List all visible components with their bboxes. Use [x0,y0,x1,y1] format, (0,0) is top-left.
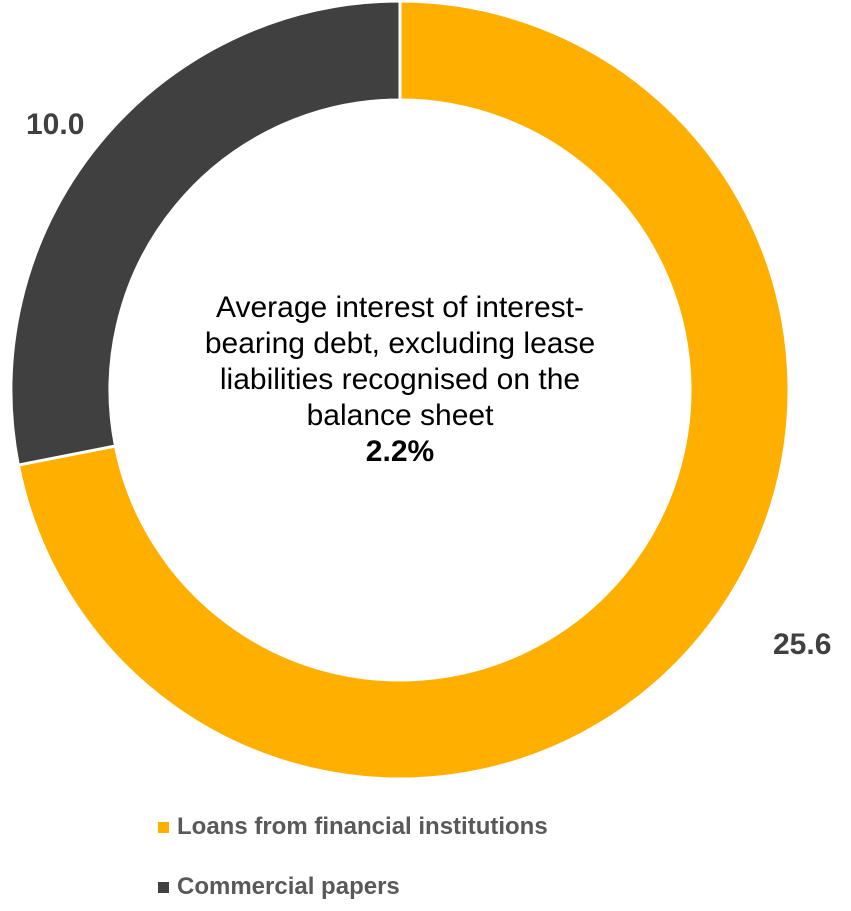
center-text-line-3: liabilities recognised on the [219,363,581,396]
center-text-line-2: bearing debt, excluding lease [204,327,596,360]
center-text-line-4: balance sheet [306,399,494,432]
legend: Loans from financial institutions Commer… [158,813,548,901]
center-text: Average interest of interest- bearing de… [200,290,600,470]
data-label-commercial-papers: 10.0 [26,108,85,141]
center-text-line-1: Average interest of interest- [216,291,584,324]
legend-swatch-loans [158,821,169,833]
legend-label-commercial-papers: Commercial papers [177,873,400,900]
legend-item-commercial-papers: Commercial papers [158,873,548,901]
donut-slice-commercial-papers [9,0,402,467]
legend-swatch-commercial-papers [158,881,169,893]
average-interest-value: 2.2% [365,435,435,468]
donut-slice-loans [16,0,791,781]
legend-label-loans: Loans from financial institutions [177,813,548,840]
legend-item-loans: Loans from financial institutions [158,813,548,841]
data-label-loans: 25.6 [773,628,832,661]
